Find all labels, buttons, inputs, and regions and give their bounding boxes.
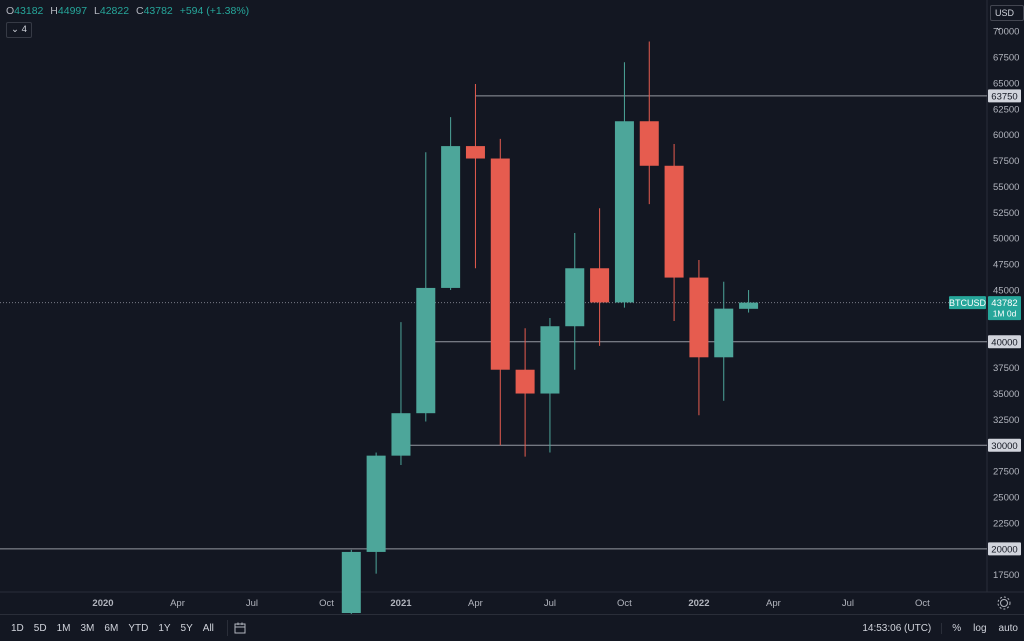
level-price-label: 20000: [991, 544, 1017, 555]
candle-body[interactable]: [515, 369, 535, 394]
y-tick-label: 17500: [993, 570, 1019, 581]
indicator-collapse-button[interactable]: ⌄ 4: [6, 22, 32, 38]
candle-body[interactable]: [739, 302, 759, 309]
candle-body[interactable]: [639, 121, 659, 166]
indicator-count: 4: [21, 24, 27, 35]
range-button-1y[interactable]: 1Y: [158, 622, 171, 634]
x-tick-label: Oct: [319, 598, 334, 609]
currency-button[interactable]: USD ⌄: [990, 5, 1024, 32]
ohlc-legend: O43182 H44997 L42822 C43782 +594 (+1.38%…: [6, 5, 253, 17]
chevron-down-icon: ⌄: [995, 22, 1003, 32]
y-tick-label: 50000: [993, 234, 1019, 245]
candle-body[interactable]: [366, 455, 386, 552]
auto-scale-toggle[interactable]: auto: [998, 622, 1018, 634]
y-tick-label: 60000: [993, 130, 1019, 141]
y-tick-label: 25000: [993, 493, 1019, 504]
symbol-tag-bg: [949, 296, 986, 310]
candle-body[interactable]: [490, 158, 510, 370]
low-key: L: [94, 5, 100, 17]
candle-body[interactable]: [391, 413, 411, 456]
x-tick-label: 2020: [92, 598, 113, 609]
candle-body[interactable]: [416, 287, 436, 414]
level-price-label: 40000: [991, 337, 1017, 348]
open-value: 43182: [14, 5, 44, 17]
x-tick-label: Apr: [468, 598, 483, 609]
level-price-label-bg: [988, 89, 1021, 103]
range-button-5d[interactable]: 5D: [33, 622, 47, 634]
x-tick-label: Apr: [766, 598, 781, 609]
utc-clock[interactable]: 14:53:06 (UTC): [856, 622, 943, 634]
gear-icon[interactable]: [1000, 599, 1008, 607]
close-key: C: [135, 5, 144, 17]
symbol-tag: BTCUSD: [949, 298, 987, 308]
x-tick-label: Jul: [246, 598, 258, 609]
candle-body[interactable]: [590, 268, 610, 303]
bottom-toolbar: 1D 5D 1M 3M 6M YTD 1Y 5Y All 14:53:06 (UTC) % lo…: [0, 614, 1024, 641]
x-tick-label: 2022: [688, 598, 709, 609]
high-key: H: [50, 5, 58, 17]
calendar-goto-icon: [234, 622, 246, 634]
range-button-5y[interactable]: 5Y: [180, 622, 193, 634]
gear-icon-teeth: [997, 596, 1011, 610]
candle-body[interactable]: [664, 165, 684, 278]
y-tick-label: 62500: [993, 104, 1019, 115]
y-tick-label: 47500: [993, 260, 1019, 271]
range-button-3m[interactable]: 3M: [80, 622, 95, 634]
x-tick-label: Jul: [842, 598, 854, 609]
range-button-all[interactable]: All: [202, 622, 214, 634]
y-tick-label: 67500: [993, 53, 1019, 64]
last-price-label: 43782: [991, 298, 1017, 309]
open-key: O: [6, 5, 15, 17]
percent-scale-toggle[interactable]: %: [952, 622, 962, 634]
low-value: 42822: [99, 5, 130, 17]
high-value: 44997: [57, 5, 88, 17]
y-tick-label: 52500: [993, 208, 1019, 219]
currency-label: USD: [995, 8, 1015, 18]
level-price-label-bg: [988, 335, 1021, 349]
y-tick-label: 22500: [993, 518, 1019, 529]
x-tick-label: 2021: [390, 598, 412, 609]
y-tick-label: 27500: [993, 467, 1019, 478]
candle-body[interactable]: [565, 268, 585, 327]
range-button-1d[interactable]: 1D: [11, 622, 24, 634]
last-price-label-bg: [988, 296, 1021, 321]
y-tick-label: 32500: [993, 415, 1019, 426]
y-tick-label: 70000: [993, 27, 1019, 38]
range-button-6m[interactable]: 6M: [104, 622, 119, 634]
x-tick-label: Jul: [544, 598, 556, 609]
bar-countdown-label: 1M 0d: [993, 309, 1017, 319]
goto-date-button[interactable]: [226, 620, 253, 636]
y-tick-label: 55000: [993, 182, 1019, 193]
y-tick-label: 37500: [993, 363, 1019, 374]
candle-body[interactable]: [465, 146, 485, 159]
x-tick-label: Apr: [170, 598, 185, 609]
candle-body[interactable]: [540, 326, 560, 394]
level-price-label-bg: [988, 542, 1021, 556]
change-value: +594 (+1.38%): [179, 5, 250, 17]
candle-body[interactable]: [689, 277, 709, 358]
range-button-ytd[interactable]: YTD: [128, 622, 149, 634]
level-price-label-bg: [988, 438, 1021, 452]
price-chart[interactable]: 17500 20000 22500 25000 27500 30000 32500 35000…: [0, 0, 1024, 614]
y-tick-label: 45000: [993, 286, 1019, 297]
y-tick-label: 35000: [993, 389, 1019, 400]
log-scale-toggle[interactable]: log: [973, 622, 987, 634]
x-tick-label: Oct: [617, 598, 632, 609]
candle-body[interactable]: [341, 551, 361, 614]
close-value: 43782: [143, 5, 173, 17]
candle-body[interactable]: [714, 308, 734, 358]
candle-body[interactable]: [614, 121, 634, 303]
range-button-1m[interactable]: 1M: [56, 622, 71, 634]
y-tick-label: 65000: [993, 78, 1019, 89]
y-tick-label: 57500: [993, 156, 1019, 167]
range-buttons: 1D 5D 1M 3M 6M YTD 1Y 5Y All: [6, 623, 219, 634]
candle-body[interactable]: [441, 146, 461, 288]
chevron-down-icon: ⌄: [11, 24, 19, 35]
level-price-label: 63750: [991, 91, 1017, 102]
x-tick-label: Oct: [915, 598, 930, 609]
level-price-label: 30000: [991, 441, 1017, 452]
